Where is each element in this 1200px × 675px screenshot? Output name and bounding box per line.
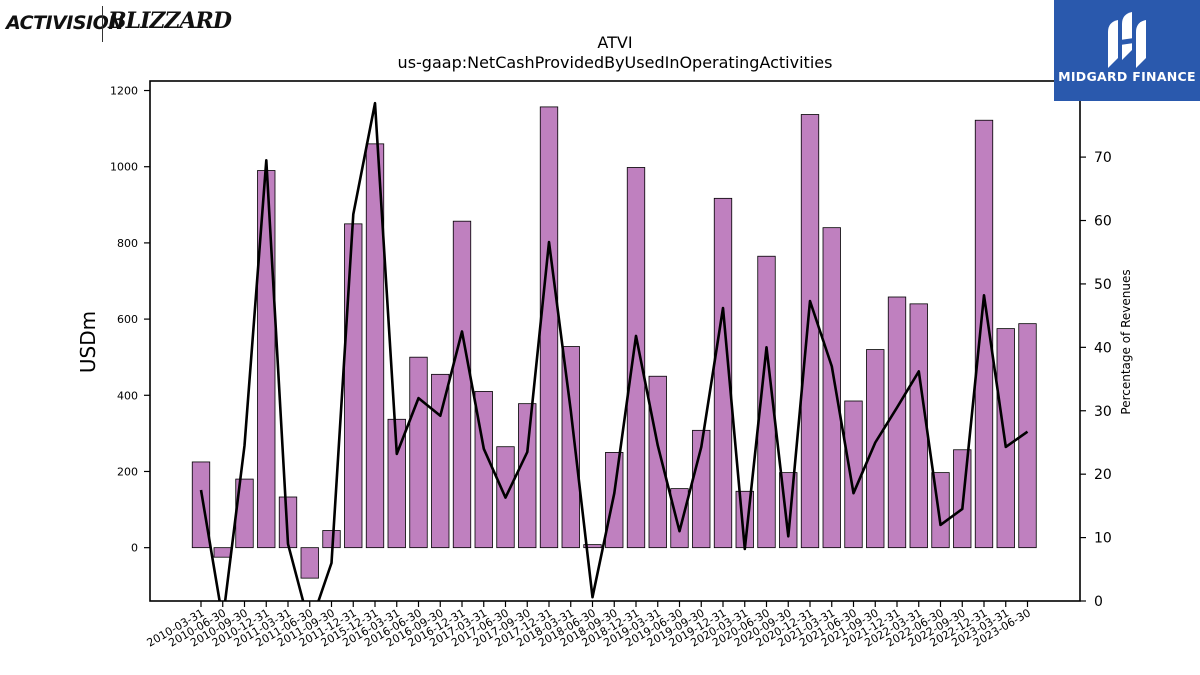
bar-2019-03-31 [648, 375, 667, 549]
plot-frame [149, 80, 1081, 602]
y-tick-label: 400 [117, 389, 138, 402]
midgard-finance-logo: MIDGARD FINANCE [1054, 0, 1200, 101]
bar-2016-12-31 [452, 220, 472, 549]
y2-tick-label: 30 [1094, 404, 1112, 420]
y2-tick-label: 50 [1094, 277, 1112, 293]
y2-tick-label: 70 [1094, 150, 1112, 166]
bar-2018-03-31 [561, 346, 580, 549]
y-tick-label: 1200 [110, 85, 138, 98]
y2-tick-label: 0 [1094, 594, 1103, 610]
bar-2020-06-30 [757, 255, 776, 549]
bar-2016-06-30 [409, 356, 428, 549]
bar-2022-12-31 [974, 119, 994, 549]
x-axis-ticks: 2010-03-312010-06-302010-09-302010-12-31… [145, 601, 1033, 650]
chart-title: ATVI [597, 33, 632, 52]
bar-2016-03-31 [387, 418, 406, 549]
bar-2015-12-31 [365, 143, 385, 549]
y2-tick-label: 20 [1094, 467, 1112, 483]
activision-blizzard-logo: ACTIVISION BLIZZARD [4, 6, 232, 42]
midgard-finance-label: MIDGARD FINANCE [1058, 69, 1196, 84]
y-tick-label: 600 [117, 313, 138, 326]
y-axis-label: USDm [76, 311, 100, 373]
y2-tick-label: 60 [1094, 214, 1112, 230]
bar-2021-06-30 [844, 400, 863, 549]
midgard-mark-icon [1108, 12, 1146, 68]
bars-group [191, 106, 1037, 579]
bar-2018-12-31 [626, 167, 646, 549]
bar-2011-06-30 [300, 547, 319, 579]
bar-2019-12-31 [713, 197, 733, 549]
y-tick-label: 200 [117, 465, 138, 478]
line-group [199, 101, 1029, 601]
bar-2022-03-31 [909, 303, 928, 549]
bar-2023-06-30 [1018, 323, 1037, 549]
bar-2018-09-30 [605, 452, 624, 549]
y2-tick-label: 40 [1094, 340, 1112, 356]
chart-subtitle: us-gaap:NetCashProvidedByUsedInOperating… [398, 53, 833, 72]
right-axis-ticks: 01020304050607080 [1080, 87, 1112, 610]
y2-axis-label: Percentage of Revenues [1119, 269, 1133, 414]
bar-2019-06-30 [670, 488, 689, 549]
activision-logo-text: ACTIVISION [6, 12, 124, 34]
bar-2016-09-30 [431, 373, 450, 549]
bar-2018-06-30 [583, 544, 602, 549]
y-tick-label: 0 [131, 542, 138, 555]
bar-2017-12-31 [539, 106, 559, 549]
bar-2020-12-31 [800, 114, 820, 549]
left-axis-ticks: 0 200 400 600 800 1000 1200 [110, 85, 150, 555]
logo-divider [102, 6, 103, 42]
bar-2011-12-31 [344, 223, 363, 549]
y-tick-label: 1000 [110, 161, 138, 174]
bar-2021-12-31 [887, 296, 907, 549]
percentage-line [199, 101, 1029, 601]
bar-2021-03-31 [822, 227, 841, 549]
y2-tick-label: 10 [1094, 531, 1112, 547]
blizzard-logo-text: BLIZZARD [108, 8, 232, 34]
bar-2010-03-31 [191, 461, 211, 549]
y-tick-label: 800 [117, 237, 138, 250]
bar-2017-09-30 [518, 403, 537, 549]
bar-2010-06-30 [213, 547, 232, 558]
bar-2021-09-30 [866, 349, 885, 549]
